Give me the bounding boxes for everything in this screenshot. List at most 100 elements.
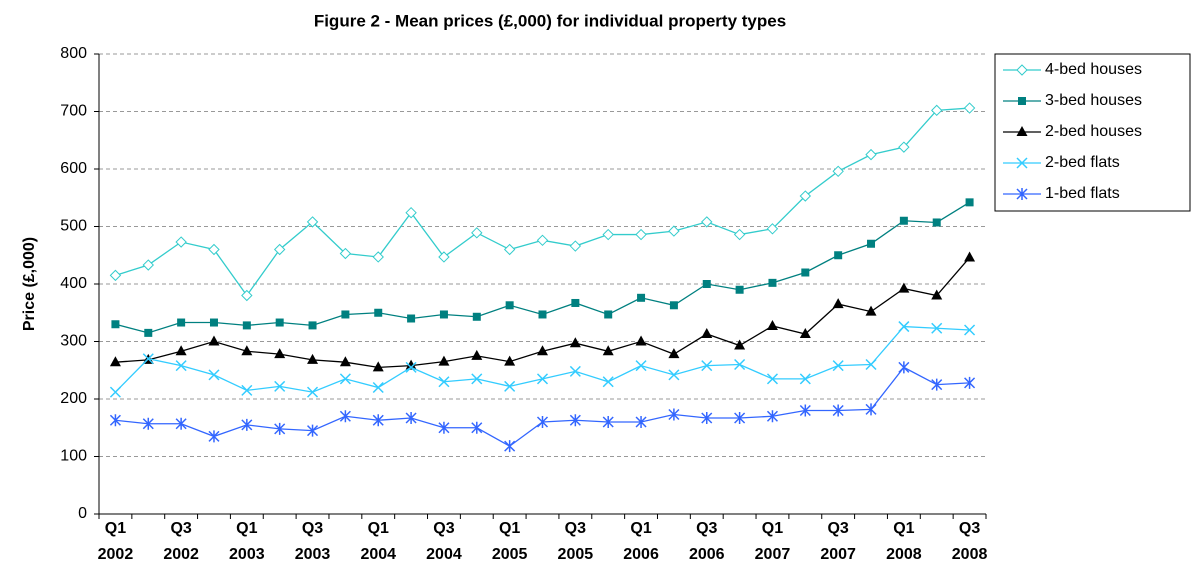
marker	[109, 414, 121, 427]
marker	[472, 312, 481, 321]
marker	[372, 361, 384, 372]
marker	[405, 359, 417, 370]
marker	[505, 301, 514, 310]
legend-marker	[1018, 97, 1026, 105]
marker	[865, 403, 877, 416]
x-tick-label: Q3 2002	[163, 520, 199, 563]
marker	[898, 282, 910, 293]
legend-marker	[1016, 64, 1028, 76]
marker	[208, 243, 220, 256]
marker	[832, 298, 844, 309]
marker	[834, 251, 843, 260]
marker	[407, 314, 416, 323]
marker	[701, 411, 713, 424]
marker	[602, 228, 614, 241]
marker	[372, 251, 384, 263]
y-tick-label: 700	[60, 103, 87, 120]
marker	[865, 305, 877, 316]
marker	[438, 355, 450, 366]
marker	[109, 269, 122, 282]
marker	[504, 440, 516, 453]
marker	[964, 376, 976, 389]
x-tick-label: Q1 2002	[97, 520, 134, 563]
marker	[109, 356, 121, 367]
marker	[602, 416, 614, 428]
marker	[832, 360, 844, 372]
marker	[571, 298, 580, 307]
marker	[142, 353, 154, 365]
marker	[142, 417, 154, 430]
marker	[471, 349, 483, 360]
marker	[668, 348, 680, 359]
marker	[569, 414, 581, 427]
marker	[471, 373, 483, 385]
series	[109, 321, 976, 398]
legend-label: 2-bed flats	[1045, 154, 1120, 171]
marker	[339, 373, 351, 385]
series	[109, 102, 976, 302]
marker	[832, 404, 844, 417]
marker	[242, 321, 251, 330]
marker	[241, 418, 253, 431]
marker	[307, 353, 319, 364]
series	[109, 251, 976, 372]
marker	[111, 320, 120, 329]
marker	[867, 239, 876, 248]
x-tick-label: Q3 2007	[820, 520, 856, 563]
marker	[372, 381, 384, 394]
marker	[964, 324, 976, 336]
marker	[799, 404, 811, 417]
marker	[733, 228, 746, 241]
x-tick-label: Q3 2004	[426, 520, 462, 563]
marker	[735, 285, 744, 294]
marker	[438, 421, 450, 434]
x-tick-label: Q3 2005	[557, 520, 594, 563]
marker	[898, 321, 910, 333]
y-tick-label: 400	[60, 275, 87, 292]
marker	[175, 360, 187, 372]
chart-title: Figure 2 - Mean prices (£,000) for indiv…	[314, 11, 786, 30]
marker	[766, 410, 778, 423]
marker	[865, 358, 877, 371]
marker	[635, 416, 647, 428]
marker	[898, 361, 910, 374]
marker	[374, 308, 383, 317]
marker	[339, 356, 351, 367]
marker	[569, 365, 581, 377]
y-tick-label: 500	[60, 218, 87, 235]
x-tick-label: Q1 2007	[754, 520, 791, 563]
marker	[536, 416, 549, 428]
marker	[701, 216, 713, 228]
marker	[241, 289, 253, 302]
marker	[635, 360, 647, 372]
marker	[569, 240, 582, 252]
marker	[274, 348, 286, 359]
marker	[963, 102, 976, 114]
y-tick-label: 0	[78, 505, 87, 522]
marker	[537, 345, 548, 356]
marker	[208, 369, 220, 381]
legend-marker	[1016, 157, 1028, 169]
marker	[209, 318, 218, 327]
marker	[668, 369, 680, 381]
marker	[701, 328, 713, 339]
marker	[307, 424, 319, 437]
marker	[635, 335, 647, 346]
marker	[965, 198, 974, 207]
marker	[766, 373, 778, 385]
x-tick-label: Q3 2003	[294, 520, 331, 563]
marker	[177, 318, 186, 327]
marker	[175, 417, 187, 430]
marker	[799, 373, 811, 385]
marker	[175, 236, 187, 248]
series-line	[114, 325, 970, 393]
marker	[931, 322, 943, 334]
marker	[503, 243, 516, 256]
marker	[504, 380, 516, 392]
y-tick-label: 300	[60, 333, 87, 350]
marker	[439, 310, 448, 319]
x-tick-label: Q3 2008	[951, 520, 988, 563]
marker	[766, 319, 778, 330]
marker	[538, 310, 547, 319]
